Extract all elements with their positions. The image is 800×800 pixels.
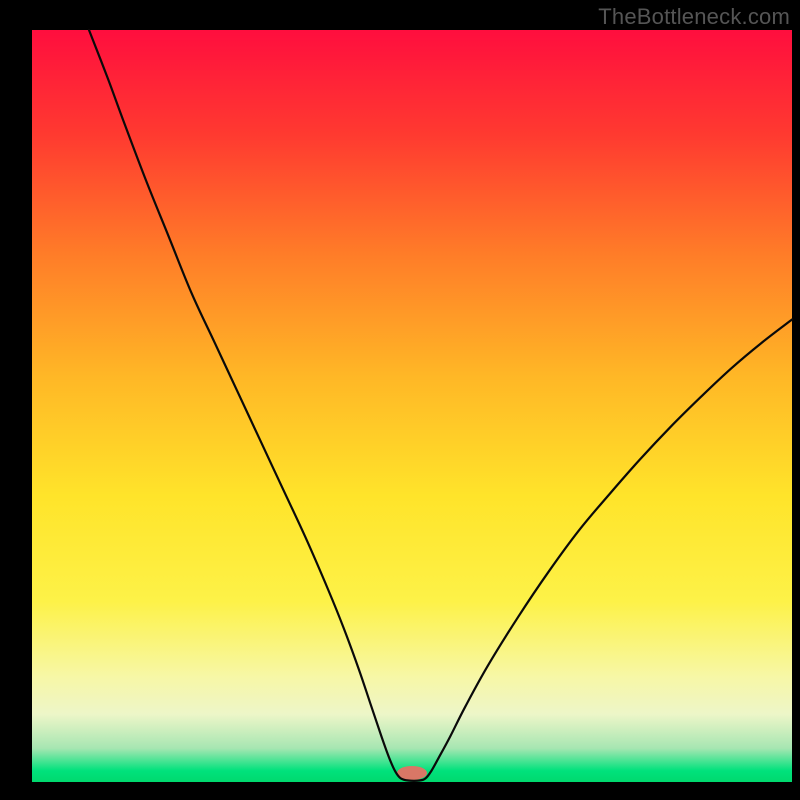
bottleneck-chart: TheBottleneck.com <box>0 0 800 800</box>
chart-svg <box>0 0 800 800</box>
watermark-label: TheBottleneck.com <box>598 4 790 30</box>
